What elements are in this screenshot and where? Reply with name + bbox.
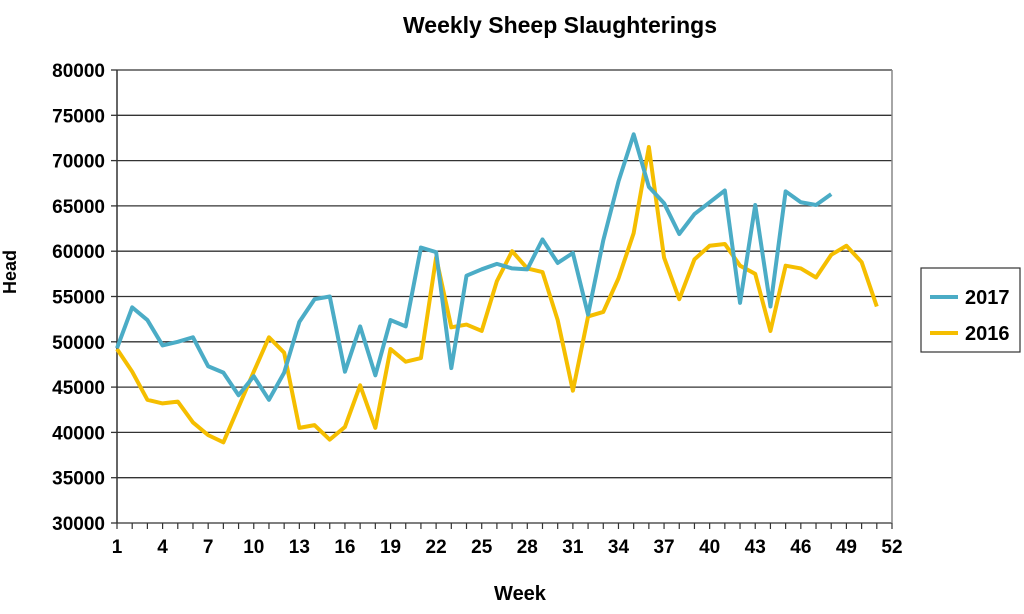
x-tick-label: 19: [380, 537, 401, 558]
y-tick-label: 40000: [52, 423, 105, 444]
series-lines: [115, 132, 879, 445]
x-axis-label: Week: [494, 583, 547, 605]
y-tick-label: 50000: [52, 333, 105, 354]
y-tick-label: 65000: [52, 197, 105, 218]
y-tick-label: 30000: [52, 514, 105, 535]
y-tick-label: 35000: [52, 469, 105, 490]
legend-label-2016: 2016: [965, 323, 1010, 345]
x-tick-label: 1: [112, 537, 123, 558]
y-tick-label: 60000: [52, 242, 105, 263]
y-tick-label: 55000: [52, 288, 105, 309]
y-tick-label: 70000: [52, 152, 105, 173]
x-tick-label: 16: [334, 537, 355, 558]
x-tick-label: 7: [203, 537, 214, 558]
x-tick-label: 37: [653, 537, 674, 558]
x-tick-label: 31: [562, 537, 584, 558]
chart-title: Weekly Sheep Slaughterings: [403, 12, 717, 38]
gridlines: [116, 69, 893, 524]
x-tick-label: 4: [157, 537, 168, 558]
x-tick-label: 28: [517, 537, 538, 558]
x-tick-label: 22: [426, 537, 447, 558]
legend: 2017 2016: [920, 267, 1021, 353]
x-tick-label: 25: [471, 537, 493, 558]
y-axis-label: Head: [0, 250, 20, 294]
series-line-2017: [115, 132, 833, 402]
y-axis-ticks: 30000 35000 40000 45000 50000 55000 60000 65000…: [52, 61, 117, 535]
x-tick-label: 40: [699, 537, 720, 558]
x-tick-label: 13: [289, 537, 310, 558]
x-tick-label: 49: [836, 537, 857, 558]
y-tick-label: 45000: [52, 378, 105, 399]
series-line-2016: [115, 145, 879, 445]
x-tick-label: 34: [608, 537, 630, 558]
y-tick-label: 75000: [52, 106, 105, 127]
x-axis-ticks: 1 4 7 10 13 16 19 22 25 28 31 34 37 40 43 46 49 52: [112, 523, 903, 558]
y-tick-label: 80000: [52, 61, 105, 82]
x-tick-label: 52: [881, 537, 902, 558]
x-tick-label: 43: [745, 537, 766, 558]
x-tick-label: 46: [790, 537, 811, 558]
x-tick-label: 10: [243, 537, 264, 558]
legend-label-2017: 2017: [965, 287, 1010, 309]
legend-box: [920, 267, 1021, 353]
